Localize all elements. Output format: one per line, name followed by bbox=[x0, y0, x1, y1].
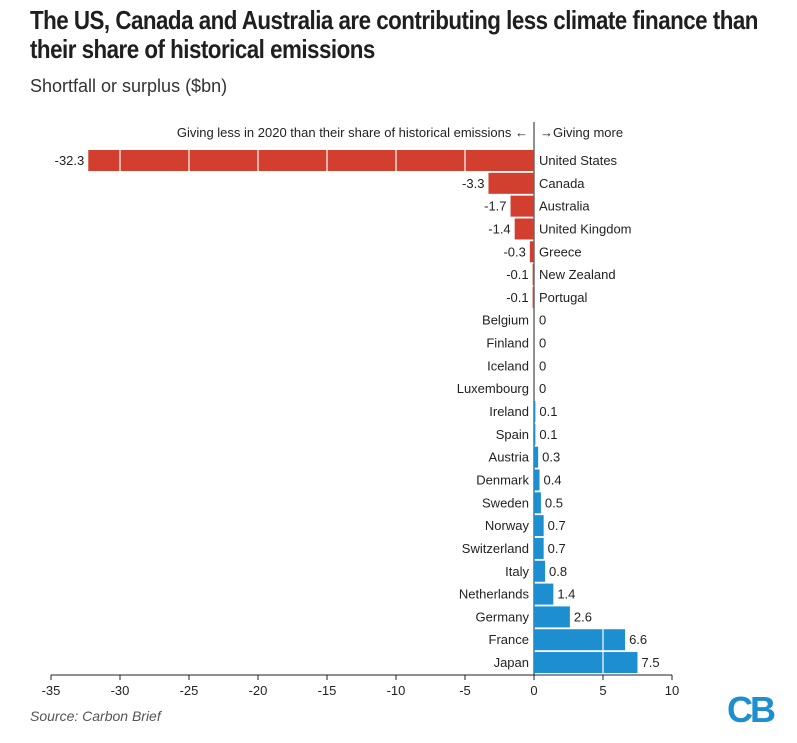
x-tick-label: 10 bbox=[665, 683, 679, 698]
bar-switzerland bbox=[534, 537, 544, 559]
category-label: Netherlands bbox=[459, 587, 530, 602]
category-label: Austria bbox=[489, 450, 530, 465]
source-note: Source: Carbon Brief bbox=[30, 708, 161, 724]
category-label: United Kingdom bbox=[539, 221, 632, 236]
x-tick-label: 5 bbox=[599, 683, 606, 698]
value-label: 0.1 bbox=[539, 427, 557, 442]
x-tick-label: -5 bbox=[459, 683, 471, 698]
bar-ireland bbox=[534, 401, 536, 423]
bar-australia bbox=[510, 195, 534, 217]
value-label: -1.7 bbox=[484, 199, 506, 214]
bar-italy bbox=[534, 560, 546, 582]
bar-spain bbox=[534, 423, 536, 445]
bar-chart: Giving less in 2020 than their share of … bbox=[42, 122, 679, 698]
bar-france bbox=[534, 629, 626, 651]
bar-japan bbox=[534, 652, 638, 674]
value-label: 0.4 bbox=[544, 472, 562, 487]
value-label: -32.3 bbox=[55, 153, 85, 168]
bar-netherlands bbox=[534, 583, 554, 605]
bar-united-kingdom bbox=[514, 218, 534, 240]
category-label: Switzerland bbox=[462, 541, 529, 556]
bar-norway bbox=[534, 515, 544, 537]
category-label: Norway bbox=[485, 518, 530, 533]
value-label: 7.5 bbox=[642, 655, 660, 670]
value-label: 0.7 bbox=[548, 518, 566, 533]
bar-portugal bbox=[532, 286, 534, 308]
value-label: -0.1 bbox=[506, 267, 528, 282]
value-label: -0.1 bbox=[506, 290, 528, 305]
bar-canada bbox=[488, 172, 534, 194]
value-label: 6.6 bbox=[629, 632, 647, 647]
value-label: 0.8 bbox=[549, 564, 567, 579]
bar-united-states bbox=[88, 150, 534, 171]
value-label: 2.6 bbox=[574, 609, 592, 624]
value-label: 1.4 bbox=[557, 587, 575, 602]
chart-title: The US, Canada and Australia are contrib… bbox=[30, 5, 758, 64]
category-label: Japan bbox=[494, 655, 529, 670]
bar-sweden bbox=[534, 492, 541, 514]
category-label: Portugal bbox=[539, 290, 588, 305]
value-label: -1.4 bbox=[488, 221, 510, 236]
x-tick-label: 0 bbox=[530, 683, 537, 698]
category-label: Germany bbox=[476, 609, 530, 624]
value-label: 0 bbox=[539, 313, 546, 328]
bar-denmark bbox=[534, 469, 540, 491]
category-label: Iceland bbox=[487, 358, 529, 373]
bar-austria bbox=[534, 446, 539, 468]
category-label: United States bbox=[539, 153, 618, 168]
x-tick-label: -10 bbox=[387, 683, 406, 698]
category-label: Canada bbox=[539, 176, 585, 191]
category-label: Greece bbox=[539, 244, 582, 259]
chart-subtitle: Shortfall or surplus ($bn) bbox=[30, 76, 228, 96]
category-label: Italy bbox=[505, 564, 529, 579]
x-tick-label: -25 bbox=[180, 683, 199, 698]
value-label: -3.3 bbox=[462, 176, 484, 191]
annotation-giving-more: →Giving more bbox=[540, 125, 623, 140]
annotation-giving-less: Giving less in 2020 than their share of … bbox=[177, 125, 528, 140]
value-label: 0 bbox=[539, 358, 546, 373]
category-label: Australia bbox=[539, 199, 590, 214]
value-label: -0.3 bbox=[503, 244, 525, 259]
category-label: Denmark bbox=[476, 472, 529, 487]
category-label: France bbox=[489, 632, 529, 647]
category-label: Ireland bbox=[489, 404, 529, 419]
category-label: Sweden bbox=[482, 495, 529, 510]
value-label: 0 bbox=[539, 336, 546, 351]
category-label: Luxembourg bbox=[457, 381, 529, 396]
value-label: 0.5 bbox=[545, 495, 563, 510]
category-label: Belgium bbox=[482, 313, 529, 328]
value-label: 0.7 bbox=[548, 541, 566, 556]
category-label: Spain bbox=[496, 427, 529, 442]
bar-germany bbox=[534, 606, 570, 628]
category-label: New Zealand bbox=[539, 267, 616, 282]
category-label: Finland bbox=[486, 336, 529, 351]
bar-new-zealand bbox=[532, 264, 534, 286]
x-tick-label: -35 bbox=[42, 683, 61, 698]
value-label: 0.3 bbox=[542, 450, 560, 465]
bar-greece bbox=[529, 241, 534, 263]
x-tick-label: -15 bbox=[318, 683, 337, 698]
value-label: 0 bbox=[539, 381, 546, 396]
x-tick-label: -20 bbox=[249, 683, 268, 698]
value-label: 0.1 bbox=[539, 404, 557, 419]
carbon-brief-logo: CB bbox=[727, 689, 776, 730]
x-tick-label: -30 bbox=[111, 683, 130, 698]
